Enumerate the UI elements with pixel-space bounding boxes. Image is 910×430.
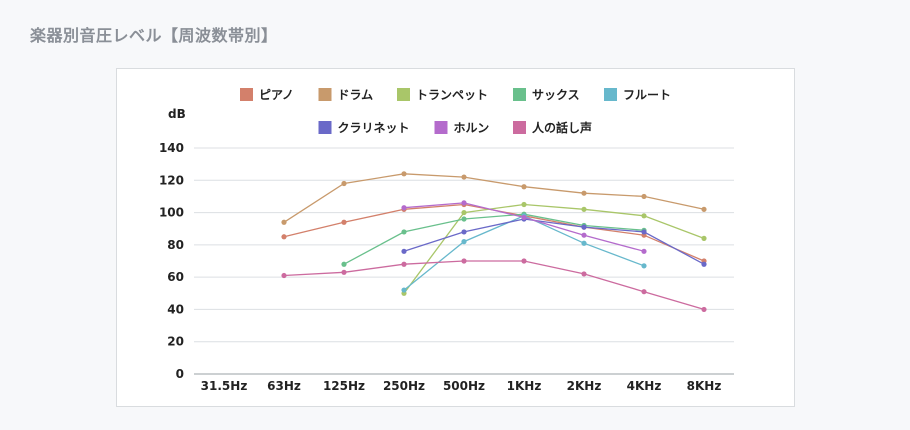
legend-item: サックス: [513, 88, 580, 102]
legend-swatch: [604, 88, 617, 101]
legend-label: トランペット: [416, 88, 488, 102]
data-point: [581, 232, 587, 238]
x-tick-label: 8KHz: [687, 379, 722, 393]
data-point: [341, 269, 347, 275]
data-point: [461, 239, 467, 245]
legend-swatch: [513, 88, 526, 101]
data-point: [701, 235, 707, 241]
y-tick-label: 40: [167, 302, 184, 316]
y-tick-label: 0: [176, 367, 184, 381]
legend-label: 人の話し声: [532, 120, 592, 135]
data-point: [341, 219, 347, 225]
legend-label: ホルン: [454, 121, 490, 135]
series-lines: [281, 171, 707, 313]
data-point: [521, 258, 527, 264]
x-tick-label: 1KHz: [507, 379, 542, 393]
data-point: [641, 263, 647, 269]
legend-item: クラリネット: [318, 121, 410, 135]
data-point: [281, 234, 287, 240]
data-point: [521, 214, 527, 221]
x-tick-label: 250Hz: [383, 379, 425, 393]
legend-item: ピアノ: [240, 88, 294, 102]
y-tick-label: 80: [167, 238, 184, 252]
data-point: [581, 206, 587, 212]
data-point: [641, 248, 647, 254]
data-point: [581, 271, 587, 277]
series: [401, 216, 707, 267]
data-point: [401, 287, 407, 293]
x-tick-labels: 31.5Hz 63Hz 125Hz 250Hz 500Hz 1KHz 2KHz 4KHz 8KH…: [201, 379, 722, 393]
series: [401, 200, 647, 254]
data-point: [461, 174, 467, 180]
legend-swatch: [513, 121, 526, 134]
legend-label: ピアノ: [259, 88, 294, 102]
data-point: [641, 229, 647, 235]
data-point: [641, 193, 647, 200]
data-point: [281, 272, 287, 279]
data-point: [401, 261, 407, 267]
data-point: [641, 289, 647, 295]
data-point: [701, 206, 707, 212]
data-point: [401, 205, 407, 211]
data-point: [341, 261, 347, 267]
series-line: [283, 173, 705, 223]
y-axis-label: dB: [168, 107, 186, 121]
legend-swatch: [397, 88, 410, 101]
data-point: [461, 200, 467, 206]
legend-item: 人の話し声: [513, 120, 592, 135]
legend-label: ドラム: [338, 88, 374, 102]
y-tick-label: 140: [159, 141, 184, 155]
data-point: [281, 219, 287, 225]
y-tick-label: 20: [167, 335, 184, 349]
data-point: [521, 184, 527, 190]
legend-item: フルート: [604, 88, 671, 102]
series-line: [403, 218, 705, 265]
legend-swatch: [318, 121, 332, 134]
data-point: [341, 180, 347, 187]
data-point: [461, 258, 467, 264]
page-title: 楽器別音圧レベル【周波数帯別】: [30, 26, 278, 45]
data-point: [461, 209, 467, 216]
data-point: [461, 216, 467, 222]
data-point: [521, 201, 527, 208]
data-point: [581, 190, 587, 196]
y-tick-labels: 0 20 40 60 80 100 120 140: [159, 141, 184, 381]
chart-card: ピアノ ドラム トランペット サックス フルートクラリネット ホルン 人の話し声 dB 0 2…: [116, 68, 795, 407]
data-point: [581, 224, 587, 230]
x-tick-label: 500Hz: [443, 379, 485, 393]
data-point: [641, 213, 647, 219]
data-point: [401, 229, 407, 235]
legend-item: ドラム: [318, 88, 374, 102]
series-line: [283, 260, 705, 311]
data-point: [701, 306, 707, 313]
series-line: [343, 213, 645, 265]
series: [281, 258, 707, 313]
series: [401, 201, 707, 296]
legend-swatch: [240, 88, 253, 101]
legend-label: クラリネット: [338, 121, 410, 135]
data-point: [701, 261, 707, 267]
y-tick-label: 100: [159, 206, 184, 220]
x-tick-label: 63Hz: [267, 379, 301, 393]
y-tick-label: 60: [167, 270, 184, 284]
x-tick-label: 2KHz: [567, 379, 602, 393]
data-point: [461, 229, 467, 235]
legend-swatch: [434, 121, 448, 134]
x-tick-label: 125Hz: [323, 379, 365, 393]
series: [281, 171, 707, 225]
data-point: [401, 248, 407, 254]
x-tick-label: 31.5Hz: [201, 379, 248, 393]
legend-item: ホルン: [434, 121, 490, 135]
legend-label: サックス: [532, 88, 580, 102]
series-line: [403, 203, 705, 294]
legend-item: トランペット: [397, 88, 488, 102]
data-point: [581, 240, 587, 246]
legend-label: フルート: [623, 88, 671, 102]
y-tick-label: 120: [159, 173, 184, 187]
x-tick-label: 4KHz: [627, 379, 662, 393]
legend-swatch: [318, 88, 332, 101]
data-point: [401, 171, 407, 177]
